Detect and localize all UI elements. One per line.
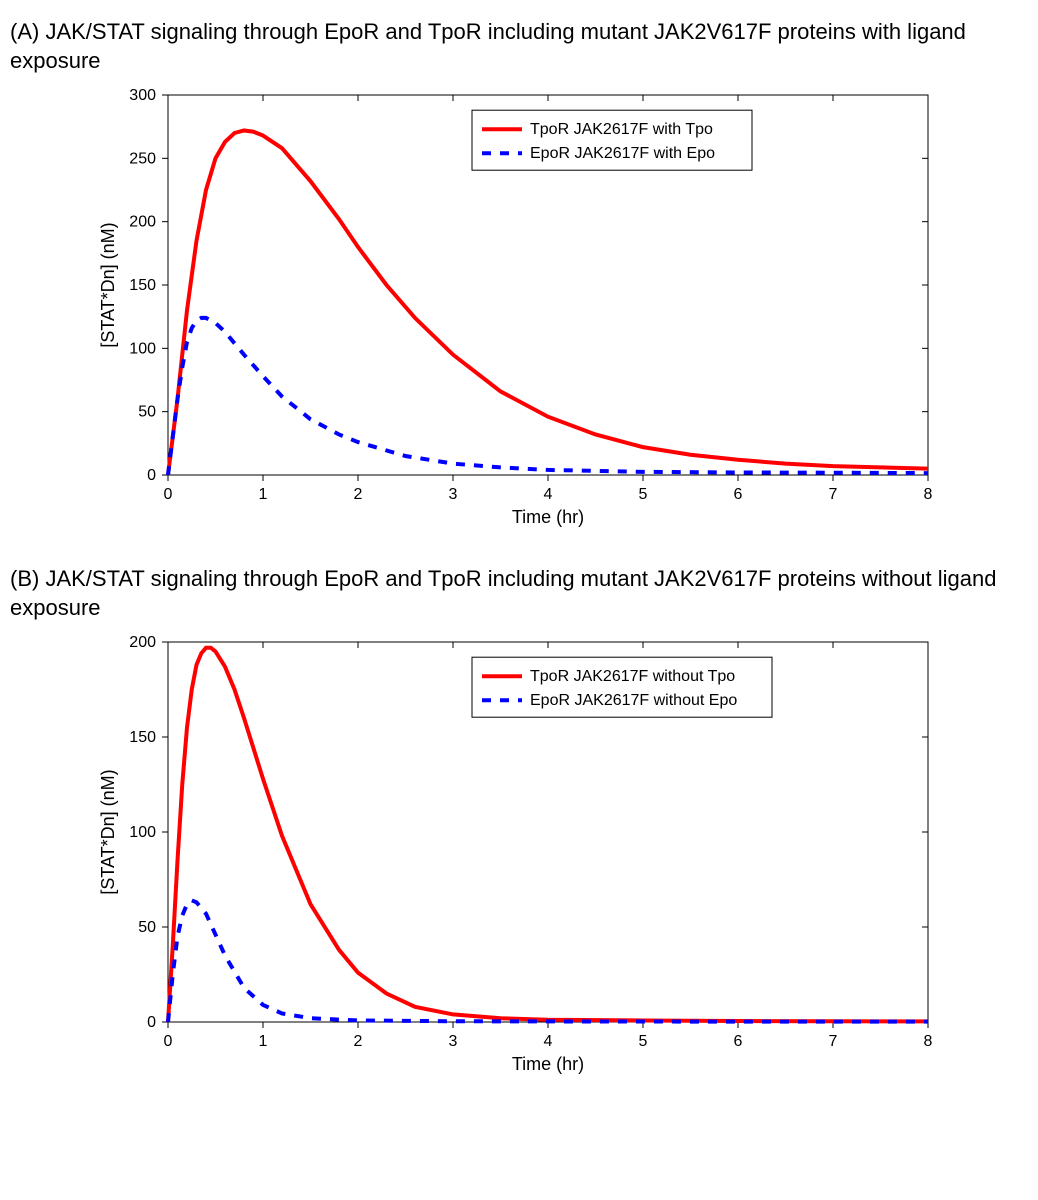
svg-text:6: 6 [734, 1033, 743, 1050]
svg-text:50: 50 [138, 404, 156, 421]
svg-text:5: 5 [639, 486, 648, 503]
svg-text:150: 150 [129, 729, 156, 746]
svg-text:200: 200 [129, 634, 156, 651]
svg-text:3: 3 [449, 1033, 458, 1050]
svg-text:2: 2 [354, 486, 363, 503]
panel-a-chart-wrap: 0 1 2 3 4 5 6 7 8 0 50 100 150 200 250 300 Time (hr) [STA… [10, 79, 1028, 535]
svg-text:1: 1 [259, 486, 268, 503]
svg-text:Time (hr): Time (hr) [512, 1054, 584, 1074]
panel-a-title: (A) JAK/STAT signaling through EpoR and … [10, 18, 1028, 75]
svg-text:Time (hr): Time (hr) [512, 507, 584, 527]
svg-text:6: 6 [734, 486, 743, 503]
panel-b-chart-wrap: 0 1 2 3 4 5 6 7 8 0 50 100 150 200 Time (hr) [STAT*Dn] … [10, 626, 1028, 1082]
svg-text:EpoR JAK2617F without Epo: EpoR JAK2617F without Epo [530, 693, 737, 710]
svg-text:200: 200 [129, 214, 156, 231]
svg-text:100: 100 [129, 824, 156, 841]
panel-b-title: (B) JAK/STAT signaling through EpoR and … [10, 565, 1028, 622]
svg-text:4: 4 [544, 486, 553, 503]
svg-text:1: 1 [259, 1033, 268, 1050]
svg-text:5: 5 [639, 1033, 648, 1050]
svg-text:3: 3 [449, 486, 458, 503]
svg-text:EpoR JAK2617F with Epo: EpoR JAK2617F with Epo [530, 145, 715, 162]
svg-text:300: 300 [129, 87, 156, 104]
svg-text:50: 50 [138, 919, 156, 936]
svg-text:100: 100 [129, 341, 156, 358]
svg-text:[STAT*Dn] (nM): [STAT*Dn] (nM) [98, 770, 118, 895]
svg-text:0: 0 [164, 486, 173, 503]
svg-text:TpoR JAK2617F without Tpo: TpoR JAK2617F without Tpo [530, 669, 735, 686]
svg-text:8: 8 [924, 486, 933, 503]
svg-text:8: 8 [924, 1033, 933, 1050]
svg-text:150: 150 [129, 277, 156, 294]
svg-text:0: 0 [147, 1014, 156, 1031]
svg-text:4: 4 [544, 1033, 553, 1050]
svg-text:0: 0 [147, 467, 156, 484]
svg-text:250: 250 [129, 151, 156, 168]
svg-text:2: 2 [354, 1033, 363, 1050]
panel-b-chart: 0 1 2 3 4 5 6 7 8 0 50 100 150 200 Time (hr) [STAT*Dn] … [90, 626, 948, 1082]
panel-a-chart: 0 1 2 3 4 5 6 7 8 0 50 100 150 200 250 300 Time (hr) [STA… [90, 79, 948, 535]
svg-text:0: 0 [164, 1033, 173, 1050]
svg-text:7: 7 [829, 1033, 838, 1050]
svg-text:TpoR JAK2617F with Tpo: TpoR JAK2617F with Tpo [530, 121, 713, 138]
svg-text:[STAT*Dn] (nM): [STAT*Dn] (nM) [98, 223, 118, 348]
svg-text:7: 7 [829, 486, 838, 503]
